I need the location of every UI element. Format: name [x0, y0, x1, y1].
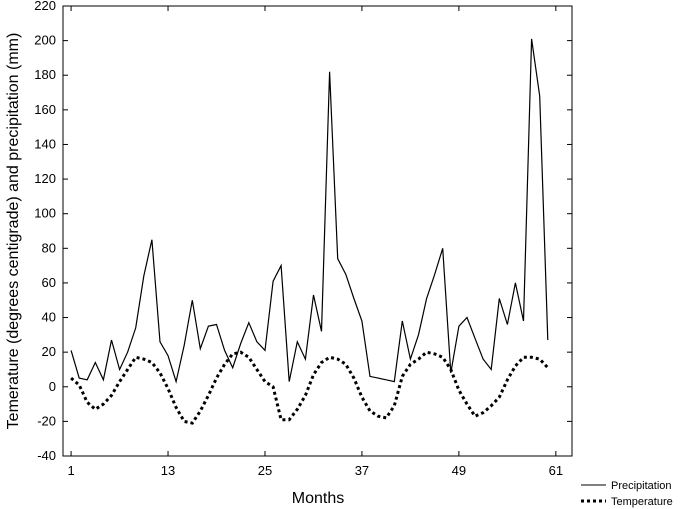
x-axis-title: Months: [292, 490, 344, 507]
y-tick-label: 220: [34, 0, 56, 13]
x-tick-label: 13: [161, 463, 175, 478]
x-tick-label: 1: [67, 463, 74, 478]
y-tick-label: 140: [34, 136, 56, 151]
x-tick-label: 61: [549, 463, 563, 478]
x-tick-label: 25: [258, 463, 272, 478]
series-layer: [70, 38, 549, 425]
y-axis-title: Temerature (degrees centigrade) and prec…: [5, 33, 22, 430]
x-tick-label: 49: [452, 463, 466, 478]
y-tick-label: 120: [34, 171, 56, 186]
plot-frame: [62, 5, 573, 457]
legend-label-temperature: Temperature: [611, 496, 673, 508]
y-tick-label: 180: [34, 67, 56, 82]
y-tick-label: 20: [42, 344, 56, 359]
y-tick-label: 40: [42, 310, 56, 325]
x-axis: 1 13 25 37 49 61: [67, 6, 563, 478]
y-tick-label: -40: [37, 448, 56, 463]
y-tick-label: 160: [34, 102, 56, 117]
legend-label-precipitation: Precipitation: [611, 480, 672, 492]
y-tick-label: 200: [34, 33, 56, 48]
x-tick-label: 37: [355, 463, 369, 478]
y-tick-label: 0: [49, 379, 56, 394]
y-tick-label: 100: [34, 206, 56, 221]
y-axis: -40 -20 0 20 40 60 80 100 120 140 160 180 200 220: [34, 0, 572, 463]
y-tick-label: 80: [42, 240, 56, 255]
series-line-temperature: [70, 350, 549, 425]
series-line-precipitation: [70, 38, 549, 384]
y-tick-label: -20: [37, 413, 56, 428]
legend: Precipitation Temperature: [581, 480, 673, 508]
y-tick-label: 60: [42, 275, 56, 290]
